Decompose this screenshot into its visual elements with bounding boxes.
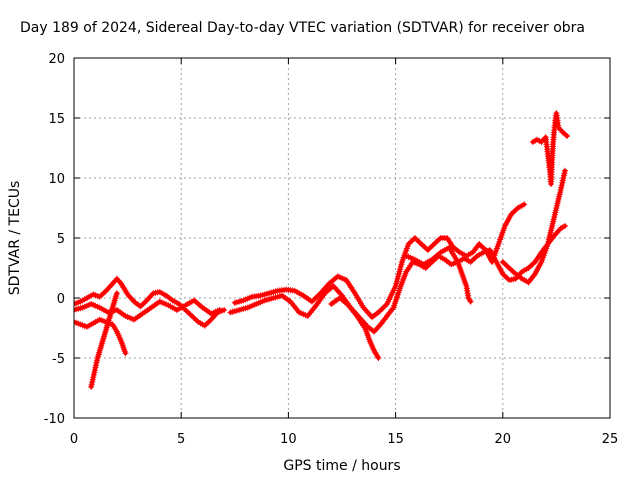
x-tick-label: 20	[495, 432, 512, 447]
data-point	[521, 201, 528, 208]
data-point	[562, 223, 568, 229]
y-tick-label: 15	[48, 112, 65, 127]
y-tick-label: 10	[48, 172, 65, 187]
data-point	[564, 133, 571, 139]
x-tick-label: 25	[602, 432, 619, 447]
data-point	[562, 167, 568, 174]
x-tick-label: 0	[70, 432, 78, 447]
y-axis-label: SDTVAR / TECUs	[7, 181, 23, 296]
data-point	[113, 290, 120, 297]
data-point	[562, 131, 569, 138]
series-track-e	[231, 201, 528, 321]
series-track-d	[74, 297, 223, 323]
data-point	[216, 307, 223, 313]
grid	[74, 58, 610, 418]
ticks: 0 5 10 15 20 25 -10 -5 0 5 10 15 20	[44, 52, 619, 447]
series-track-i	[499, 167, 568, 286]
y-tick-label: 20	[48, 52, 65, 67]
series-track-j	[529, 110, 571, 187]
series-track-a	[74, 275, 228, 329]
data-point	[467, 298, 474, 305]
data-point	[122, 350, 129, 357]
data-point	[375, 355, 382, 361]
chart-title: Day 189 of 2024, Sidereal Day-to-day VTE…	[20, 20, 585, 36]
y-tick-label: 5	[57, 232, 65, 247]
series-track-g	[328, 295, 382, 361]
y-tick-label: -10	[44, 412, 65, 427]
x-tick-label: 15	[387, 432, 404, 447]
x-tick-label: 5	[177, 432, 185, 447]
data-layer	[74, 110, 571, 390]
x-tick-label: 10	[280, 432, 297, 447]
series-track-c	[88, 290, 120, 390]
y-tick-label: 0	[57, 292, 65, 307]
y-tick-label: -5	[52, 352, 65, 367]
x-axis-label: GPS time / hours	[283, 458, 400, 474]
series-track-h	[403, 244, 474, 305]
series-track	[232, 202, 527, 320]
series-track	[74, 276, 227, 328]
